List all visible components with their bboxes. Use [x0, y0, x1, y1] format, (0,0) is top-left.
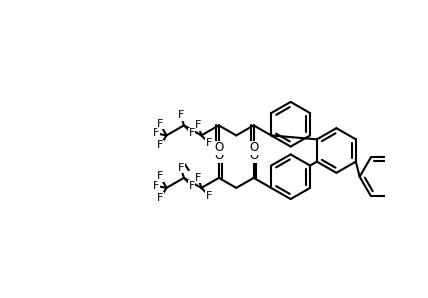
Text: O: O: [214, 149, 223, 162]
Text: O: O: [249, 141, 259, 154]
Text: F: F: [188, 181, 195, 191]
Text: F: F: [153, 181, 160, 191]
Text: F: F: [206, 191, 212, 201]
Text: O: O: [214, 141, 223, 154]
Text: F: F: [157, 171, 163, 181]
Text: F: F: [195, 173, 202, 183]
Text: F: F: [188, 128, 195, 138]
Text: F: F: [157, 193, 163, 203]
Text: O: O: [249, 149, 259, 162]
Text: F: F: [178, 110, 184, 120]
Text: F: F: [153, 128, 160, 138]
Text: F: F: [195, 120, 202, 131]
Text: F: F: [157, 140, 163, 150]
Text: F: F: [157, 119, 163, 129]
Text: F: F: [206, 138, 212, 148]
Text: F: F: [178, 163, 184, 173]
